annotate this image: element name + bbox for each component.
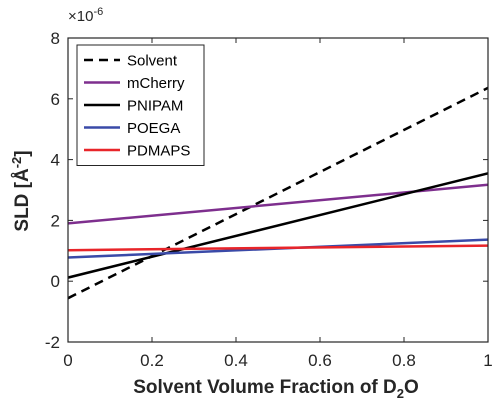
y-tick-label: 2 <box>51 211 60 230</box>
multiplier-exponent: -6 <box>93 6 103 18</box>
y-tick-label: 0 <box>51 272 60 291</box>
series-line-pdmaps <box>68 244 488 252</box>
y-axis-title-main: SLD [Å <box>12 168 33 232</box>
y-axis-title: SLD [Å-2] <box>9 150 33 231</box>
y-tick-label: 8 <box>51 29 60 48</box>
legend-label-pdmaps: PDMAPS <box>127 143 190 160</box>
x-axis-title-main: Solvent Volume Fraction of D <box>133 377 397 398</box>
y-tick-label: 4 <box>51 151 60 170</box>
y-tick-label: -2 <box>45 333 60 352</box>
x-tick-label: 0.6 <box>308 351 332 370</box>
plot-frame <box>67 37 489 343</box>
y-axis-multiplier: ×10-6 <box>68 6 103 25</box>
legend-label-pnipam: PNIPAM <box>127 98 183 115</box>
y-tick-label: 6 <box>51 90 60 109</box>
series-line-solvent <box>68 86 488 300</box>
x-tick-label: 0.4 <box>224 351 248 370</box>
x-tick-label: 0.8 <box>392 351 416 370</box>
legend-label-mcherry: mCherry <box>127 75 185 92</box>
x-axis-title-tail: O <box>404 377 419 398</box>
series-line-mcherry <box>68 183 488 225</box>
x-tick-label: 0 <box>63 351 72 370</box>
legend-label-poega: POEGA <box>127 120 180 137</box>
y-axis-title-sup: -2 <box>9 157 24 169</box>
x-axis-title-sub: 2 <box>397 386 404 401</box>
x-tick-label: 1 <box>483 351 492 370</box>
legend-label-solvent: Solvent <box>127 53 178 70</box>
series-lines <box>68 86 488 300</box>
multiplier-base: ×10 <box>68 8 93 25</box>
x-tick-label: 0.2 <box>140 351 164 370</box>
x-axis-title: Solvent Volume Fraction of D2O <box>133 377 419 401</box>
plot-layer: 0 0.2 0.4 0.6 0.8 1-202468SolventmCherryPNIPA… <box>45 29 492 370</box>
series-line-pnipam <box>68 172 488 279</box>
y-axis-title-tail: ] <box>12 150 33 156</box>
